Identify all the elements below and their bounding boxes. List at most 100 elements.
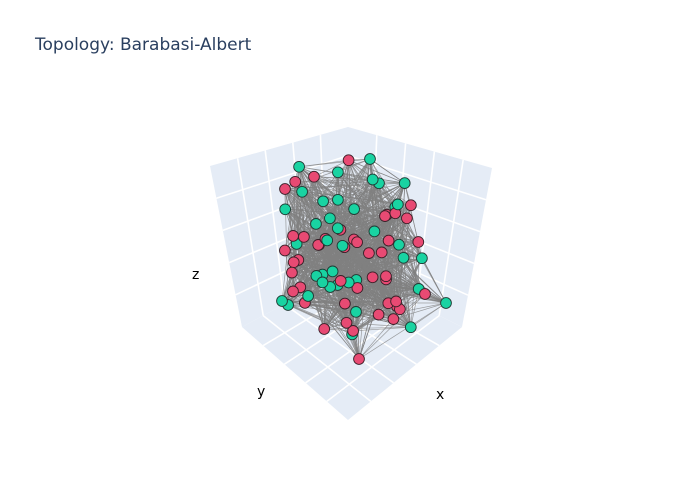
edge-line (295, 179, 373, 183)
edge-line (322, 158, 371, 283)
node-marker (375, 246, 388, 259)
edge-line (313, 159, 349, 178)
edge-line (384, 215, 423, 259)
edge-line (313, 176, 388, 216)
node-marker (351, 236, 363, 249)
edge-line (307, 295, 357, 313)
edge-line (358, 204, 399, 360)
edge-line (369, 158, 405, 184)
node-marker (293, 160, 305, 173)
gridline-xy (283, 303, 395, 384)
node-markers (276, 153, 452, 365)
node-marker (334, 275, 347, 287)
edge-line (291, 272, 347, 324)
axis-title-y: y (257, 384, 265, 400)
node-marker (390, 295, 402, 308)
node-marker (440, 297, 452, 309)
edge-line (308, 295, 397, 307)
chart-title: Topology: Barabasi-Albert (34, 35, 252, 55)
edge-line (284, 188, 320, 246)
node-marker (380, 270, 392, 283)
node-marker (287, 285, 299, 298)
node-marker (348, 203, 360, 215)
edge-line (340, 213, 396, 282)
node-marker (379, 210, 391, 222)
edge-line (358, 279, 387, 360)
gridline-xz (438, 159, 464, 316)
edge-line (385, 240, 389, 277)
edge-line (284, 188, 373, 278)
node-marker (412, 236, 425, 248)
node-marker (298, 231, 310, 243)
edge-line (284, 188, 326, 240)
node-marker (287, 230, 299, 242)
edge-line (351, 276, 387, 335)
node-marker (310, 218, 322, 230)
node-marker (318, 323, 331, 335)
node-marker (342, 154, 355, 167)
node-marker (276, 295, 288, 307)
node-marker (331, 222, 344, 235)
edge-line (308, 293, 426, 297)
node-marker (340, 316, 353, 329)
node-marker (405, 199, 417, 212)
edge-line (313, 176, 317, 224)
edge-line (358, 288, 419, 360)
gridline-yz (216, 154, 349, 199)
node-marker (366, 173, 379, 186)
edge-line (304, 293, 426, 304)
node-marker (279, 244, 291, 257)
node-marker (382, 234, 395, 247)
node-marker (347, 325, 359, 337)
edge-line (337, 228, 389, 304)
node-marker (366, 271, 379, 284)
node-marker (287, 256, 300, 269)
node-marker (279, 183, 291, 195)
node-marker (317, 195, 329, 208)
gridline-xy (262, 314, 372, 403)
node-marker (364, 153, 376, 165)
node-marker (324, 212, 336, 225)
node-marker (289, 175, 302, 188)
node-marker (419, 288, 431, 300)
edge-line (284, 188, 338, 201)
gridline-yz (236, 158, 264, 316)
edge-line (351, 288, 419, 335)
node-marker (416, 252, 428, 265)
node-marker (398, 177, 411, 189)
edge-line (298, 259, 360, 360)
axis-title-z: z (192, 267, 199, 283)
edge-line (352, 302, 389, 332)
node-marker (391, 198, 404, 211)
edge-line (326, 172, 339, 241)
node-marker (401, 212, 413, 225)
node-marker (316, 276, 329, 289)
node-marker (387, 313, 400, 325)
edge-line (315, 223, 426, 295)
node-marker (363, 247, 375, 259)
node-marker (321, 234, 334, 247)
edge-line (337, 172, 389, 241)
node-marker (353, 353, 365, 365)
node-marker (404, 321, 417, 334)
edge-line (301, 191, 309, 297)
node-marker (332, 193, 344, 206)
node-marker (350, 306, 362, 318)
edge-line (337, 158, 371, 201)
edge-line (358, 293, 426, 360)
node-marker (296, 185, 308, 198)
edge-line (297, 259, 309, 297)
node-marker (302, 290, 314, 302)
node-marker (308, 170, 320, 183)
node-marker (336, 239, 349, 252)
edge-line (292, 176, 315, 237)
node-marker (393, 238, 405, 251)
node-marker (372, 308, 385, 321)
node-marker (368, 225, 381, 238)
node-marker (326, 265, 339, 278)
axis-title-x: x (436, 387, 444, 403)
edge-line (316, 275, 426, 295)
node-marker (286, 266, 298, 279)
node-marker (279, 203, 292, 216)
